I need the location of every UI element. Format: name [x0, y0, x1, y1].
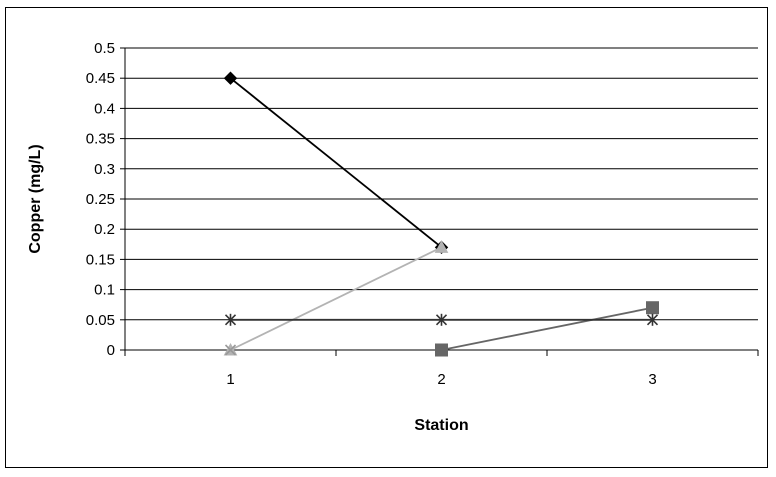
data-point-square [435, 343, 448, 357]
x-tick-label: 2 [437, 371, 445, 388]
chart-frame [5, 7, 768, 468]
y-tick-label: 0.45 [86, 70, 115, 87]
y-tick-label: 0.4 [94, 100, 115, 117]
y-axis-title: Copper (mg/L) [27, 144, 44, 253]
series-2-line [230, 246, 442, 351]
data-point-triangle [434, 240, 449, 253]
data-point-diamond [223, 71, 238, 85]
y-tick-label: 0.5 [94, 40, 115, 57]
data-point-star [435, 313, 448, 326]
y-tick-labels: 0 0.05 0.1 0.15 0.2 0.25 0.3 0.35 0.4 0.45 0.5 [86, 40, 115, 359]
x-tick-label: 3 [648, 371, 656, 388]
x-tick-labels: 1 2 3 [226, 371, 656, 388]
axes [120, 47, 759, 356]
y-tick-label: 0.2 [94, 221, 115, 238]
y-tick-label: 0 [107, 342, 115, 359]
y-tick-label: 0.05 [86, 312, 115, 329]
series-layer [223, 71, 659, 357]
series-3-line [441, 306, 653, 351]
x-tick-label: 1 [226, 371, 234, 388]
y-tick-label: 0.25 [86, 191, 115, 208]
data-point-square [646, 301, 659, 315]
y-tick-label: 0.15 [86, 251, 115, 268]
y-tick-label: 0.1 [94, 282, 115, 299]
series-2 [223, 240, 449, 356]
series-1-line [229, 77, 443, 249]
data-point-star [224, 313, 237, 326]
series-4 [224, 313, 659, 326]
x-stroke [224, 344, 237, 356]
series-3 [435, 301, 659, 357]
x-axis-title: Station [414, 417, 468, 434]
series-5 [224, 344, 237, 356]
series-1 [223, 71, 449, 255]
gridlines [125, 47, 758, 321]
y-tick-label: 0.35 [86, 131, 115, 148]
y-tick-label: 0.3 [94, 161, 115, 178]
data-point-x [224, 344, 237, 356]
data-point-star [646, 313, 659, 326]
